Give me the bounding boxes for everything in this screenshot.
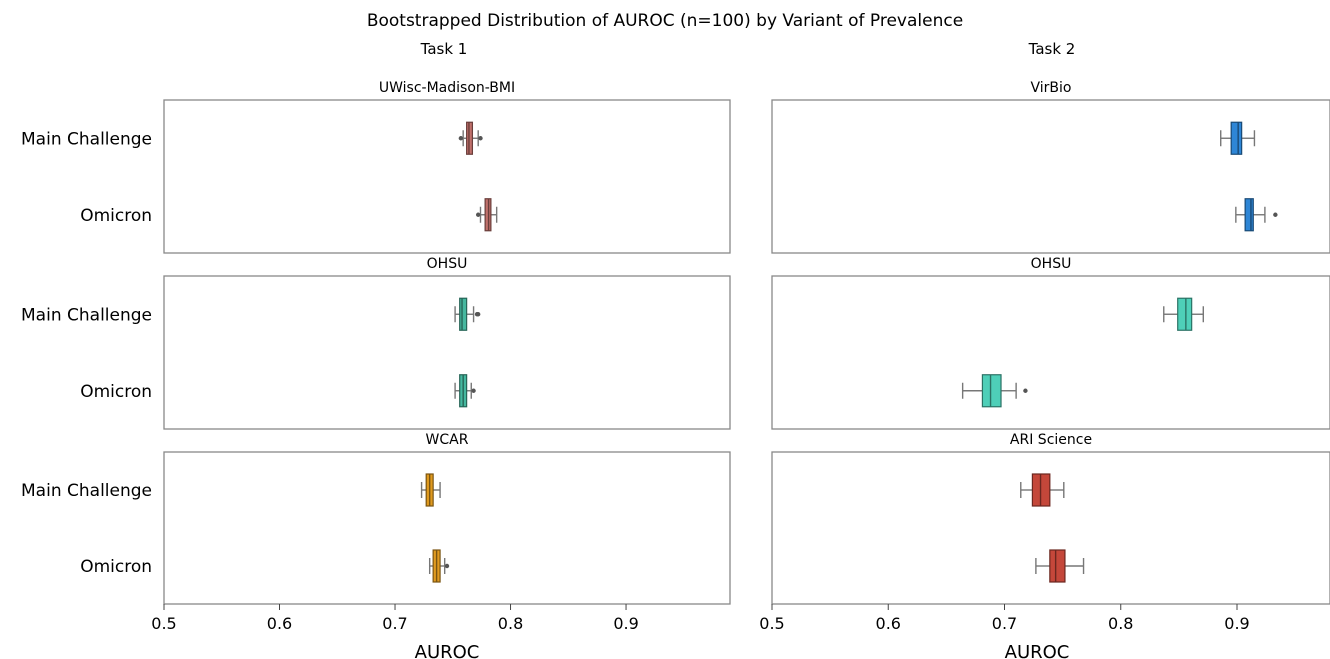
panel-3-omicron-outlier — [471, 388, 476, 393]
panel-6-omicron-box — [1049, 549, 1066, 583]
panel-6-xtick-label: 0.8 — [1108, 614, 1133, 633]
panel-1-ytick-label: Main Challenge — [21, 129, 152, 149]
panel-4-title: OHSU — [1031, 256, 1072, 272]
panel-2-frame — [771, 99, 1330, 254]
panel-1-main-challenge-outlier — [458, 136, 464, 141]
panel-3-title: OHSU — [427, 256, 468, 272]
panel-5-xtick-label: 0.7 — [382, 614, 407, 633]
panel-5-xtick-label: 0.5 — [151, 614, 176, 633]
panel-4-main-challenge-box — [1177, 297, 1193, 331]
panel-5-xtick-label: 0.6 — [267, 614, 292, 633]
panel-1-frame — [163, 99, 731, 254]
panel-5-ytick-label: Omicron — [80, 557, 152, 577]
column-title-task-1: Task 1 — [420, 40, 468, 58]
panel-2-omicron-box — [1244, 198, 1254, 232]
panel-2-title: VirBio — [1031, 80, 1072, 96]
panel-6-xtick-label: 0.5 — [759, 614, 784, 633]
panel-5-xtick-label: 0.8 — [498, 614, 523, 633]
panel-1-omicron-outlier — [475, 212, 481, 217]
panel-4-frame — [771, 275, 1330, 430]
panel-3-ytick-label: Main Challenge — [21, 305, 152, 325]
panel-5-xlabel: AUROC — [415, 642, 480, 659]
panel-6-frame — [771, 451, 1330, 605]
panel-2-main-challenge-box — [1230, 121, 1243, 155]
panel-4-omicron-outlier — [1023, 388, 1028, 393]
panel-3-main-challenge-outlier — [475, 312, 481, 317]
figure-title: Bootstrapped Distribution of AUROC (n=10… — [367, 11, 963, 31]
panel-1-title: UWisc-Madison-BMI — [379, 80, 515, 96]
panel-5-omicron-outlier — [444, 563, 450, 569]
panel-6-xtick-label: 0.9 — [1224, 614, 1249, 633]
panel-6-title: ARI Science — [1010, 432, 1092, 448]
panel-5-ytick-label: Main Challenge — [21, 481, 152, 501]
panel-6-xtick-label: 0.6 — [876, 614, 901, 633]
panel-6-xlabel: AUROC — [1005, 642, 1070, 659]
panel-4-omicron-box — [981, 374, 1002, 408]
panel-5-title: WCAR — [426, 432, 469, 448]
panel-5-xtick-label: 0.9 — [613, 614, 638, 633]
panel-3-frame — [163, 275, 731, 430]
panel-3-main-challenge-box — [459, 297, 468, 331]
panel-1-main-challenge-outlier — [478, 136, 483, 141]
panel-2-omicron-outlier — [1273, 212, 1278, 217]
column-title-task-2: Task 2 — [1028, 40, 1076, 58]
panel-5-frame — [163, 451, 731, 605]
panel-1-ytick-label: Omicron — [80, 206, 152, 226]
panel-6-xtick-label: 0.7 — [992, 614, 1017, 633]
panel-3-ytick-label: Omicron — [80, 382, 152, 402]
